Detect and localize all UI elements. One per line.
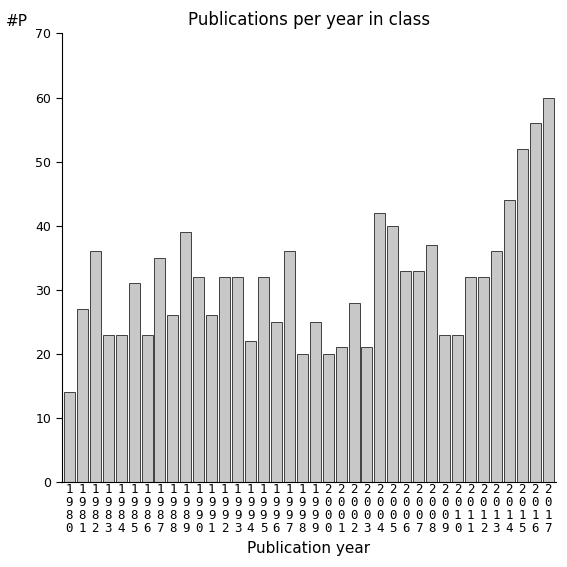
Bar <box>439 335 450 482</box>
Bar <box>387 226 399 482</box>
Bar <box>103 335 114 482</box>
Bar <box>400 270 411 482</box>
Bar <box>232 277 243 482</box>
Bar <box>452 335 463 482</box>
Bar <box>206 315 217 482</box>
Bar <box>142 335 153 482</box>
Bar <box>465 277 476 482</box>
Bar <box>116 335 126 482</box>
Bar <box>180 232 191 482</box>
Bar <box>517 149 528 482</box>
Bar <box>504 200 515 482</box>
Title: Publications per year in class: Publications per year in class <box>188 11 430 29</box>
Bar <box>193 277 204 482</box>
Bar <box>543 98 553 482</box>
Bar <box>77 309 88 482</box>
Bar <box>245 341 256 482</box>
Bar <box>374 213 386 482</box>
Y-axis label: #P: #P <box>6 14 28 29</box>
Bar <box>478 277 489 482</box>
Bar <box>362 348 373 482</box>
Bar <box>310 321 321 482</box>
Bar <box>258 277 269 482</box>
Bar <box>64 392 75 482</box>
Bar <box>167 315 179 482</box>
Bar <box>349 303 359 482</box>
Bar <box>219 277 230 482</box>
Bar <box>297 354 308 482</box>
Bar <box>154 257 166 482</box>
Bar <box>90 251 101 482</box>
Bar <box>491 251 502 482</box>
Bar <box>426 245 437 482</box>
Bar <box>530 123 541 482</box>
Bar <box>323 354 334 482</box>
Bar <box>336 348 346 482</box>
Bar <box>284 251 295 482</box>
Bar <box>129 284 139 482</box>
Bar <box>413 270 424 482</box>
Bar <box>271 321 282 482</box>
X-axis label: Publication year: Publication year <box>247 541 370 556</box>
